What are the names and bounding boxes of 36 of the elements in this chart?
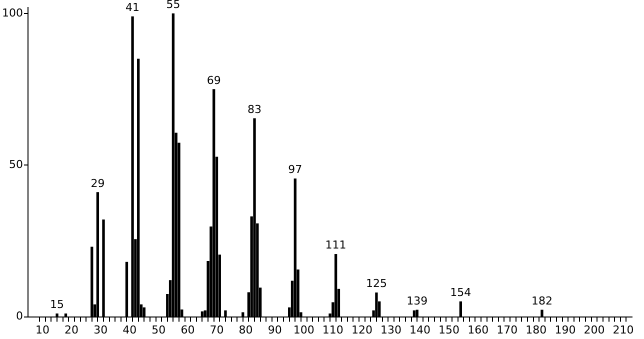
annotation: 182 — [531, 294, 552, 308]
x-tick-label: 130 — [380, 323, 402, 336]
annotation: 139 — [406, 294, 428, 308]
x-tick-label: 70 — [210, 323, 224, 336]
annotation: 69 — [206, 74, 221, 87]
x-tick-label: 170 — [496, 323, 518, 336]
annotation: 55 — [166, 0, 180, 12]
annotation: 29 — [90, 176, 105, 190]
y-tick-label: 0 — [16, 310, 23, 323]
annotation: 111 — [325, 238, 346, 252]
x-tick-label: 110 — [322, 323, 344, 336]
x-tick-label: 160 — [468, 323, 489, 336]
x-tick-label: 30 — [94, 323, 108, 336]
x-tick-label: 140 — [410, 323, 431, 336]
x-tick-label: 80 — [238, 323, 253, 336]
x-tick-label: 150 — [438, 323, 460, 336]
annotation: 41 — [126, 1, 140, 14]
x-tick-label: 200 — [584, 323, 605, 336]
x-tick-label: 180 — [526, 323, 547, 336]
x-tick-label: 40 — [122, 323, 137, 336]
x-tick-label: 100 — [293, 323, 314, 336]
annotation: 15 — [50, 298, 64, 312]
x-tick-label: 60 — [180, 323, 195, 336]
annotation: 83 — [248, 102, 262, 116]
x-tick-label: 50 — [152, 323, 166, 336]
annotation: 97 — [288, 163, 302, 176]
y-tick-label: 100 — [2, 6, 23, 20]
x-tick-label: 120 — [351, 323, 372, 336]
x-tick-label: 10 — [36, 323, 50, 336]
y-tick-label: 50 — [9, 158, 23, 172]
annotation: 154 — [450, 286, 472, 300]
x-tick-label: 190 — [554, 323, 576, 336]
x-tick-label: 20 — [64, 323, 79, 336]
x-tick-label: 90 — [268, 323, 282, 336]
annotation: 125 — [366, 277, 387, 290]
x-tick-label: 210 — [612, 323, 634, 336]
